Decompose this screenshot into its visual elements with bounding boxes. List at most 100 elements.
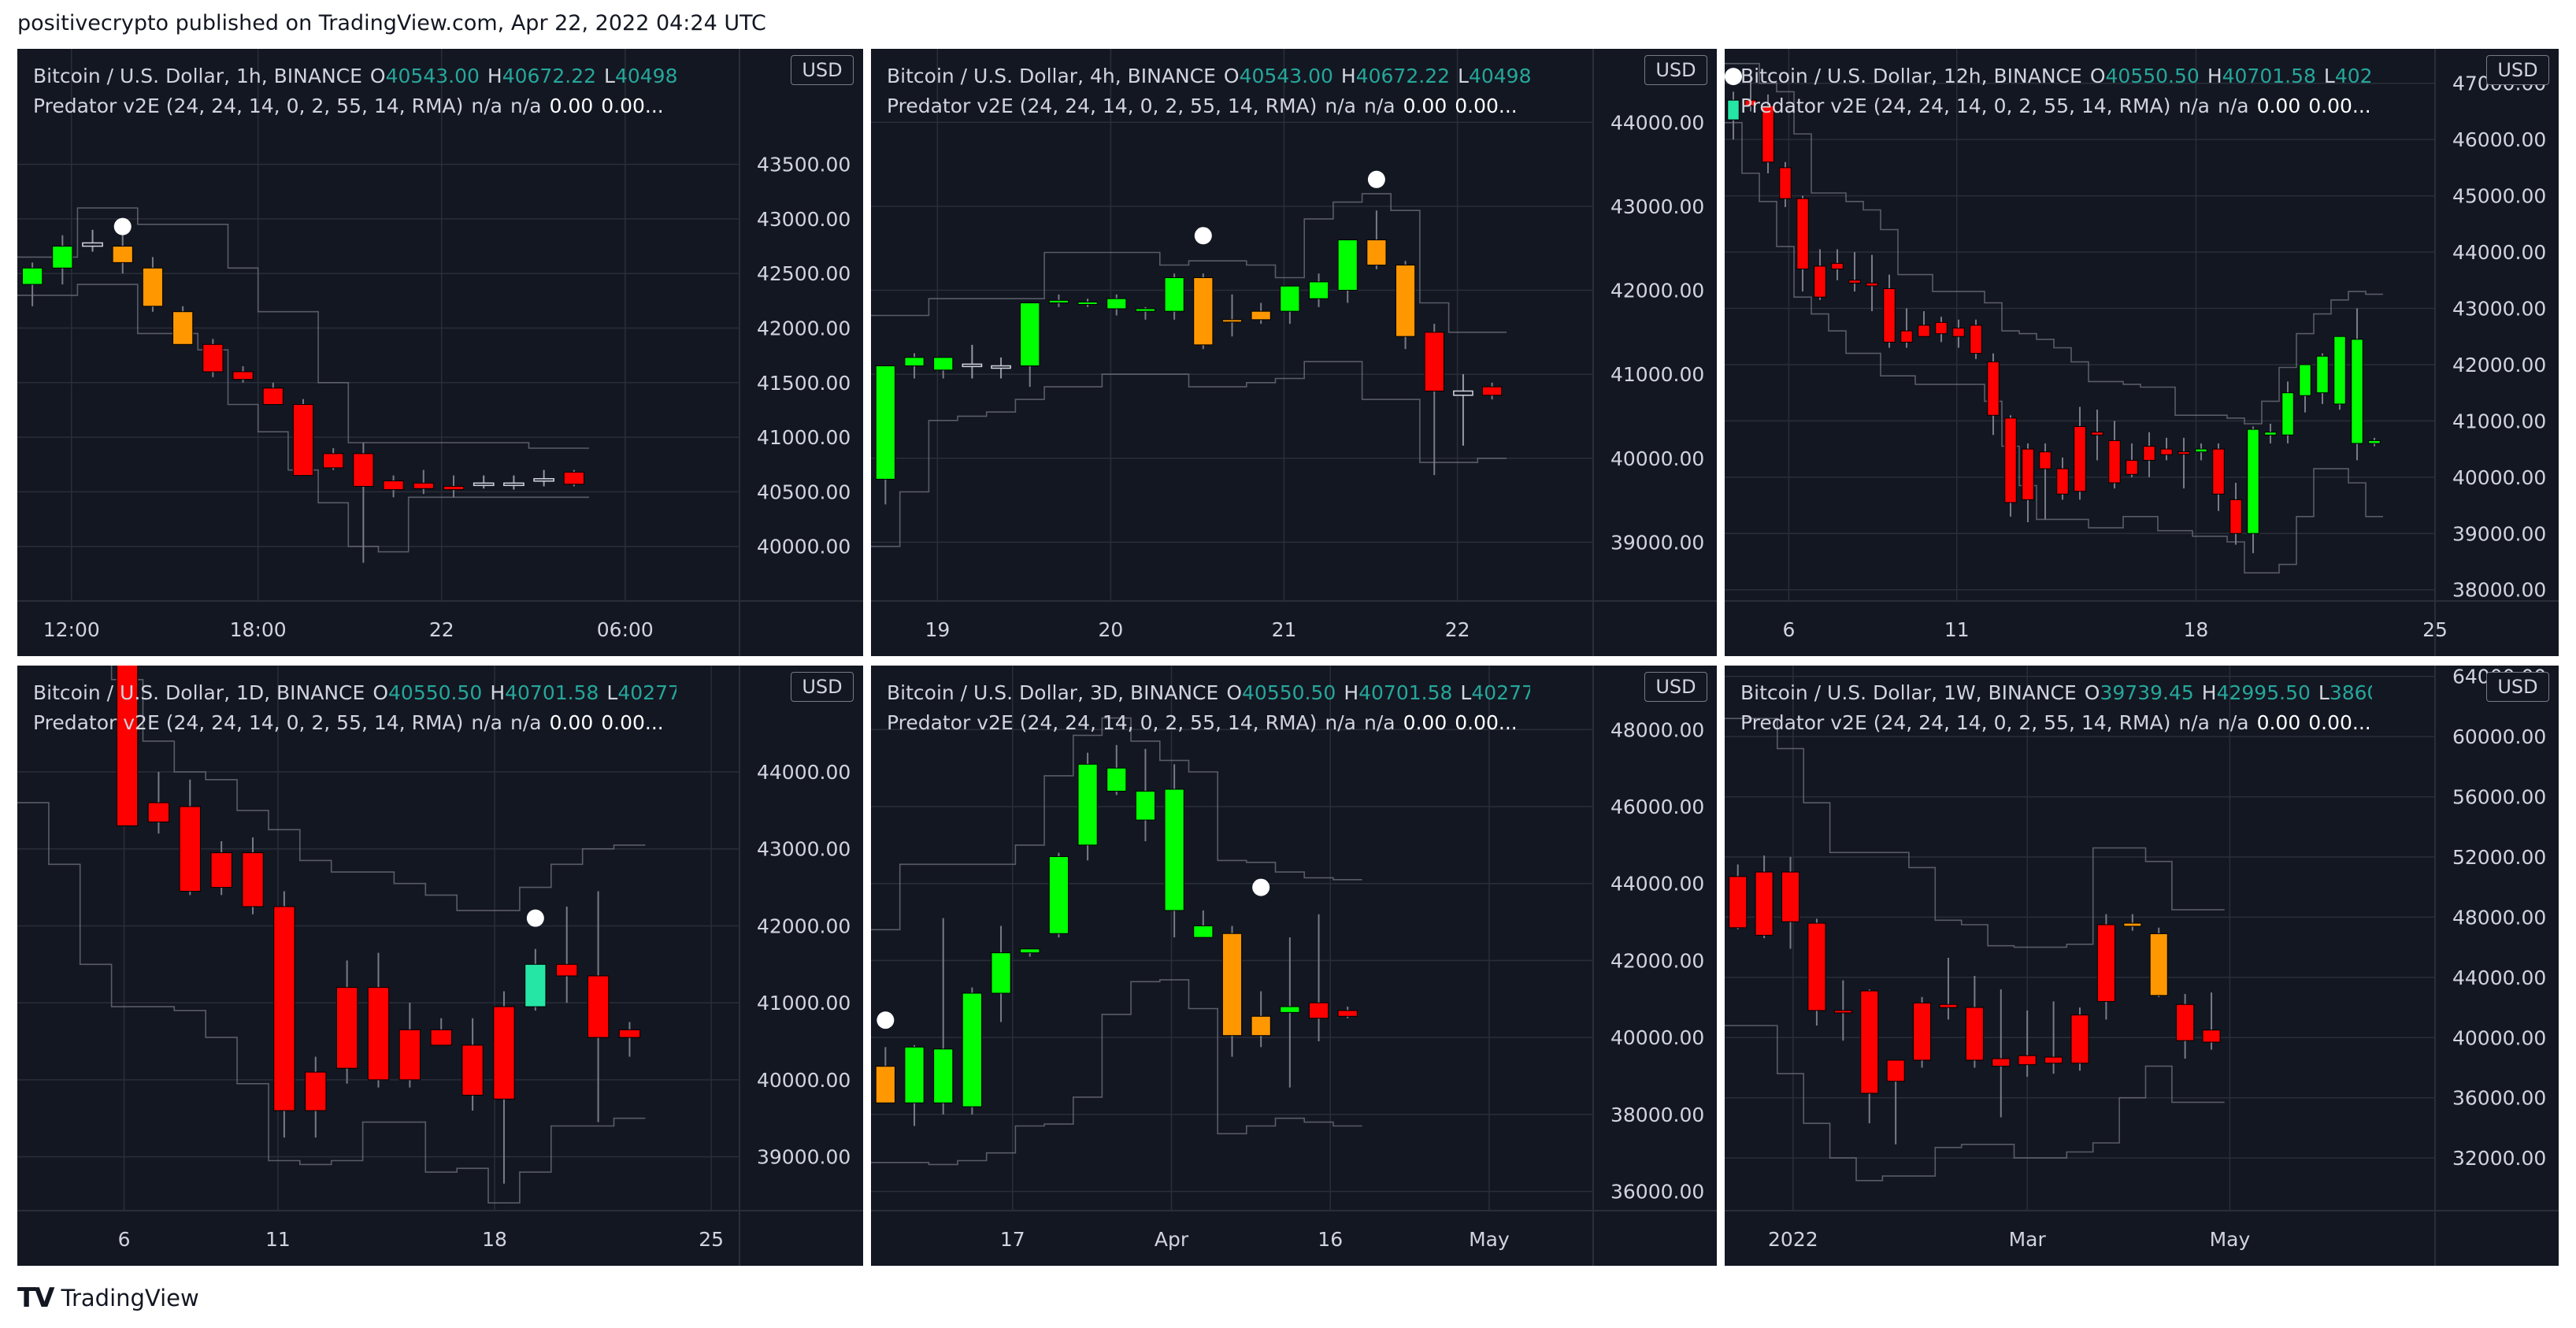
indicator-line[interactable]: Predator v2E (24, 24, 14, 0, 2, 55, 14, … [33, 91, 676, 121]
candle [1251, 302, 1271, 325]
candle-body [875, 365, 895, 480]
candle [242, 837, 264, 914]
symbol-line[interactable]: Bitcoin / U.S. Dollar, 12h, BINANCE O4055… [1740, 61, 2372, 91]
candle [1106, 294, 1127, 316]
open-label: O [2089, 65, 2106, 87]
chart-panel-3D[interactable]: 36000.00 38000.00 40000.00 42000.00 44000.00… [871, 666, 1717, 1266]
chart-legend[interactable]: Bitcoin / U.S. Dollar, 1D, BINANCE O40550… [33, 678, 676, 738]
price-tick-label: 46000.00 [2452, 128, 2546, 151]
price-tick-label: 39000.00 [757, 1146, 851, 1169]
candle-body [1164, 788, 1184, 911]
time-tick-label: 2022 [1768, 1228, 1818, 1251]
indicator-label: Predator v2E (24, 24, 14, 0, 2, 55, 14, … [1740, 95, 2171, 117]
chart-panel-1h[interactable]: 40000.00 40500.00 41000.00 41500.00 42000.00… [17, 49, 863, 656]
candle [2316, 353, 2329, 404]
candle [991, 357, 1011, 379]
candle-body [2212, 448, 2225, 495]
candle [1308, 914, 1329, 1042]
high-value: 40701.58 [2222, 65, 2316, 87]
currency-tag[interactable]: USD [1644, 55, 1707, 85]
price-tick-label: 40500.00 [757, 480, 851, 503]
symbol-line[interactable]: Bitcoin / U.S. Dollar, 3D, BINANCE O40550… [887, 678, 1530, 708]
chart-legend[interactable]: Bitcoin / U.S. Dollar, 3D, BINANCE O40550… [887, 678, 1530, 738]
indicator-line[interactable]: Predator v2E (24, 24, 14, 0, 2, 55, 14, … [887, 708, 1530, 738]
candle [2039, 443, 2052, 520]
band-lower-line [17, 284, 589, 553]
candle-body [1337, 239, 1358, 291]
indicator-label: Predator v2E (24, 24, 14, 0, 2, 55, 14, … [33, 711, 464, 734]
chart-svg[interactable]: 39000.00 40000.00 41000.00 42000.00 43000.00… [17, 666, 863, 1266]
indicator-line[interactable]: Predator v2E (24, 24, 14, 0, 2, 55, 14, … [1740, 708, 2372, 738]
candle [2160, 437, 2173, 461]
candle [142, 257, 164, 312]
open-value: 39739.45 [2100, 681, 2194, 704]
candle-body [1860, 990, 1879, 1094]
currency-tag[interactable]: USD [2486, 672, 2549, 702]
price-tick-label: 41500.00 [757, 372, 851, 395]
candle-body [2351, 339, 2363, 444]
indicator-line[interactable]: Predator v2E (24, 24, 14, 0, 2, 55, 14, … [887, 91, 1530, 121]
candle [875, 1047, 895, 1104]
chart-panel-4h[interactable]: 39000.00 40000.00 41000.00 42000.00 43000.00… [871, 49, 1717, 656]
candle-body [1337, 1010, 1358, 1017]
candle-body [1048, 856, 1069, 934]
candle-body [1935, 321, 1948, 335]
chart-svg[interactable]: 38000.00 39000.00 40000.00 41000.00 42000.00… [1725, 49, 2559, 656]
tradingview-footer[interactable]: TV TradingView [17, 1282, 199, 1314]
indicator-na-2: n/a [510, 95, 542, 117]
candle [904, 1044, 925, 1126]
currency-tag[interactable]: USD [791, 55, 854, 85]
candle-body [52, 246, 73, 269]
candle-body [1193, 925, 1214, 938]
price-tick-label: 44000.00 [2452, 966, 2546, 989]
candle-body [1308, 1002, 1329, 1019]
high-value: 40672.22 [502, 65, 597, 87]
time-tick-label: 18 [2183, 618, 2208, 641]
chart-svg[interactable]: 32000.00 36000.00 40000.00 44000.00 48000.00… [1725, 666, 2559, 1266]
symbol-line[interactable]: Bitcoin / U.S. Dollar, 4h, BINANCE O40543… [887, 61, 1530, 91]
currency-tag[interactable]: USD [2486, 55, 2549, 85]
candle [1814, 249, 1826, 300]
chart-legend[interactable]: Bitcoin / U.S. Dollar, 1W, BINANCE O39739… [1740, 678, 2372, 738]
band-lower-line [17, 802, 646, 1204]
candle-body [1883, 287, 1896, 343]
price-tick-label: 41000.00 [2452, 410, 2546, 432]
currency-tag[interactable]: USD [791, 672, 854, 702]
high-label: H [2207, 65, 2222, 87]
candle-body [1221, 319, 1243, 323]
candle-body [172, 311, 194, 345]
indicator-na-2: n/a [1363, 95, 1395, 117]
symbol-line[interactable]: Bitcoin / U.S. Dollar, 1W, BINANCE O39739… [1740, 678, 2372, 708]
chart-panel-1D[interactable]: 39000.00 40000.00 41000.00 42000.00 43000.00… [17, 666, 863, 1266]
tradingview-brand: TradingView [61, 1285, 199, 1311]
indicator-na-1: n/a [471, 95, 502, 117]
candle-body [1251, 1015, 1271, 1037]
candle [1965, 975, 1984, 1068]
signal-marker [877, 1011, 895, 1029]
band-upper-line [1725, 718, 2225, 948]
candle [367, 952, 390, 1088]
indicator-value-1: 0.00 [549, 711, 594, 734]
chart-svg[interactable]: 36000.00 38000.00 40000.00 42000.00 44000.00… [871, 666, 1717, 1266]
chart-legend[interactable]: Bitcoin / U.S. Dollar, 1h, BINANCE O40543… [33, 61, 676, 121]
chart-panel-12h[interactable]: 38000.00 39000.00 40000.00 41000.00 42000.00… [1725, 49, 2559, 656]
candle-body [1395, 265, 1416, 337]
chart-svg[interactable]: 39000.00 40000.00 41000.00 42000.00 43000.00… [871, 49, 1717, 656]
candle [933, 357, 954, 379]
chart-svg[interactable]: 40000.00 40500.00 41000.00 41500.00 42000.00… [17, 49, 863, 656]
chart-legend[interactable]: Bitcoin / U.S. Dollar, 4h, BINANCE O40543… [887, 61, 1530, 121]
candle-body [1866, 282, 1878, 287]
symbol-line[interactable]: Bitcoin / U.S. Dollar, 1D, BINANCE O40550… [33, 678, 676, 708]
indicator-line[interactable]: Predator v2E (24, 24, 14, 0, 2, 55, 14, … [1740, 91, 2372, 121]
price-tick-label: 43000.00 [2452, 297, 2546, 320]
chart-legend[interactable]: Bitcoin / U.S. Dollar, 12h, BINANCE O4055… [1740, 61, 2372, 121]
chart-panel-1W[interactable]: 32000.00 36000.00 40000.00 44000.00 48000.00… [1725, 666, 2559, 1266]
currency-tag[interactable]: USD [1644, 672, 1707, 702]
candle [2195, 443, 2207, 461]
candle [904, 353, 925, 379]
candle [323, 447, 344, 470]
symbol-title: Bitcoin / U.S. Dollar, 1D, BINANCE [33, 681, 365, 704]
symbol-line[interactable]: Bitcoin / U.S. Dollar, 1h, BINANCE O40543… [33, 61, 676, 91]
indicator-line[interactable]: Predator v2E (24, 24, 14, 0, 2, 55, 14, … [33, 708, 676, 738]
candle [2126, 443, 2138, 477]
